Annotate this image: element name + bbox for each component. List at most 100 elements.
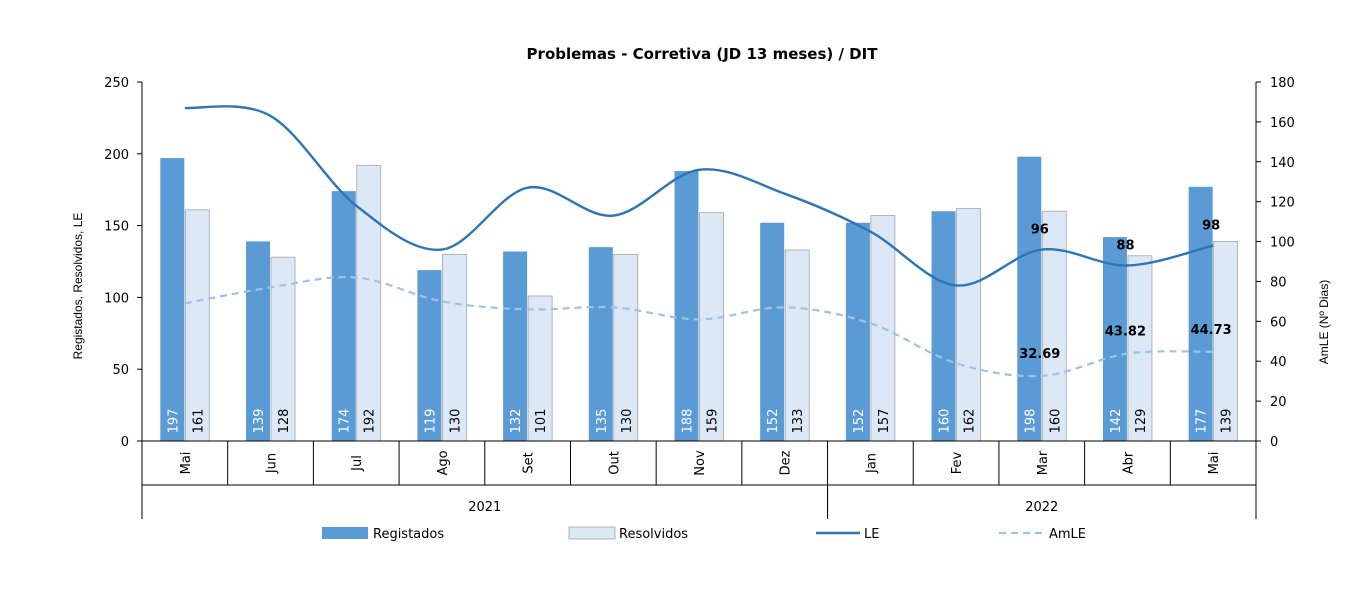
x-tick-label: Mar [1036,450,1051,475]
bar-resolvidos [784,249,810,442]
bar-resolvidos [613,253,639,442]
x-tick-label: Abr [1121,451,1136,474]
bar-registados [674,171,699,442]
bar-label-registados: 152 [766,409,781,434]
legend-swatch-resolvidos [568,526,616,540]
point-label-le: 96 [1031,223,1049,238]
bar-label-resolvidos: 133 [791,409,806,434]
bar-registados [1017,156,1042,441]
x-tick-label: Mai [1207,452,1222,475]
x-tick-label: Fev [950,451,965,474]
bar-label-registados: 188 [681,409,696,434]
chart-title: Problemas - Corretiva (JD 13 meses) / DI… [527,45,879,63]
x-tick-label: Nov [693,450,708,476]
x-tick-label: Set [522,452,537,473]
y-tick-label: 250 [104,76,129,91]
bar-resolvidos [356,164,382,442]
bar-label-resolvidos: 192 [363,409,378,434]
bar-registados [160,158,185,441]
bar-label-resolvidos: 130 [620,409,635,434]
bar-resolvidos [527,295,553,442]
legend-swatch-registados [322,527,368,539]
y2-tick-label: 100 [1270,236,1295,251]
bar-registados [417,270,442,441]
bar-registados [331,191,356,441]
legend-label-le: LE [864,527,879,542]
line-le [184,105,1214,287]
y2-tick-label: 140 [1270,156,1295,171]
bar-resolvidos [270,256,296,442]
bar-registados [845,222,870,441]
y2-tick-label: 80 [1270,275,1287,290]
bar-label-resolvidos: 157 [877,409,892,434]
x-tick-label: Jul [350,455,365,472]
bar-registados [588,247,613,441]
y2-tick-label: 120 [1270,196,1295,211]
bar-registados [760,222,785,441]
y-axis-label: Registados, Resolvidos, LE [71,213,85,360]
year-label: 2021 [468,500,501,515]
bar-registados [246,241,271,441]
y2-tick-label: 60 [1270,315,1287,330]
bar-label-registados: 139 [252,409,267,434]
bar-label-resolvidos: 129 [1134,409,1149,434]
bar-label-registados: 135 [595,409,610,434]
bar-label-registados: 132 [509,409,524,434]
bar-label-resolvidos: 130 [448,409,463,434]
bar-label-resolvidos: 160 [1048,409,1063,434]
y2-tick-label: 160 [1270,116,1295,131]
bar-registados [503,251,528,441]
y-tick-label: 200 [104,148,129,163]
x-tick-label: Dez [779,450,794,475]
bar-label-registados: 197 [166,409,181,434]
bar-label-registados: 174 [338,409,353,434]
bar-resolvidos [956,207,981,442]
bar-label-resolvidos: 159 [706,409,721,434]
bar-label-resolvidos: 162 [963,409,978,434]
bar-registados [1102,237,1127,441]
bar-label-registados: 160 [938,409,953,434]
bar-label-resolvidos: 161 [191,409,206,434]
bar-resolvidos [699,212,724,442]
y-tick-label: 50 [112,363,129,378]
y2-tick-label: 180 [1270,76,1295,91]
y2-tick-label: 40 [1270,355,1287,370]
bar-label-resolvidos: 139 [1220,409,1235,434]
legend-label-resolvidos: Resolvidos [619,527,688,542]
bar-label-registados: 177 [1195,409,1210,434]
line-amle [184,275,1214,378]
bar-label-registados: 198 [1023,409,1038,434]
bar-label-resolvidos: 101 [534,409,549,434]
y2-tick-label: 20 [1270,395,1287,410]
x-tick-label: Jun [265,453,280,474]
y-tick-label: 0 [121,435,129,450]
bar-label-resolvidos: 128 [277,409,292,434]
bar-resolvidos [1213,240,1239,442]
bar-resolvidos [184,209,210,442]
y2-tick-label: 0 [1270,435,1278,450]
x-tick-label: Mai [179,452,194,475]
bar-resolvidos [1041,210,1067,442]
y-tick-label: 100 [104,291,129,306]
bar-label-registados: 152 [852,409,867,434]
point-label-amle: 44.73 [1191,323,1232,338]
x-tick-label: Jan [864,453,879,474]
bar-label-registados: 142 [1109,409,1124,434]
x-tick-label: Out [607,451,622,475]
bar-resolvidos [1127,255,1153,442]
point-label-le: 98 [1202,219,1220,234]
bar-registados [931,211,956,441]
y-tick-label: 150 [104,220,129,235]
y2-axis-label: AmLE (Nº Dias) [1317,280,1331,364]
x-tick-label: Ago [436,450,451,475]
legend-label-amle: AmLE [1049,527,1086,542]
bar-registados [1188,186,1213,441]
year-label: 2022 [1025,500,1058,515]
bar-label-registados: 119 [423,409,438,434]
point-label-le: 88 [1116,238,1134,253]
legend-label-registados: Registados [373,527,444,542]
point-label-amle: 32.69 [1019,347,1060,362]
bar-resolvidos [442,253,467,442]
point-label-amle: 43.82 [1105,325,1146,340]
